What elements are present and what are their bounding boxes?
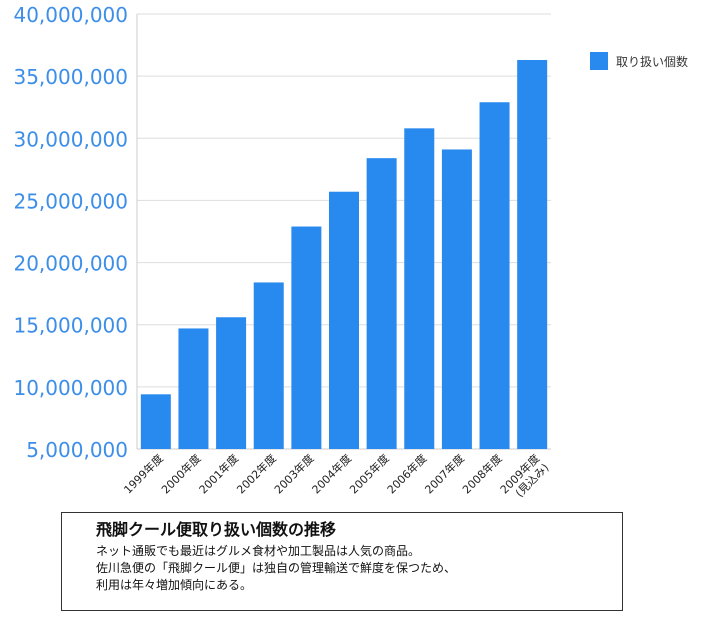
x-tick-label: 2005年度 <box>347 451 392 496</box>
bar <box>291 226 322 449</box>
bar <box>140 394 171 449</box>
x-tick-label: 2008年度 <box>459 451 504 496</box>
bar <box>441 149 472 449</box>
caption-line: ネット通販でも最近はグルメ食材や加工製品は人気の商品。 <box>96 544 421 558</box>
y-tick-label: 25,000,000 <box>13 189 128 213</box>
x-tick-label: 2002年度 <box>234 451 279 496</box>
legend-swatch <box>590 52 608 70</box>
bar <box>479 102 510 449</box>
y-tick-label: 10,000,000 <box>13 376 128 400</box>
y-tick-label: 30,000,000 <box>13 127 128 151</box>
x-tick-label: 2006年度 <box>384 451 429 496</box>
x-tick-label: 2009年度(見込み) <box>497 451 551 505</box>
legend: 取り扱い個数 <box>590 52 688 70</box>
y-tick-label: 40,000,000 <box>13 3 128 27</box>
y-tick-label: 15,000,000 <box>13 314 128 338</box>
bar-chart: 5,000,000 10,000,000 15,000,000 20,000,000 2… <box>13 3 551 505</box>
x-tick-label: 2000年度 <box>158 451 203 496</box>
caption-title: 飛脚クール便取り扱い個数の推移 <box>96 520 337 539</box>
legend-label: 取り扱い個数 <box>616 54 689 69</box>
bar <box>517 59 548 449</box>
bar <box>404 128 435 450</box>
x-tick-label: 2001年度 <box>196 451 241 496</box>
caption-line: 利用は年々増加傾向にある。 <box>96 578 253 592</box>
caption-box: 飛脚クール便取り扱い個数の推移 ネット通販でも最近はグルメ食材や加工製品は人気の… <box>61 512 623 611</box>
y-tick-label: 20,000,000 <box>13 252 128 276</box>
x-tick-label: 2004年度 <box>309 451 354 496</box>
bar <box>216 317 247 449</box>
bar <box>253 282 284 449</box>
y-tick-label: 5,000,000 <box>26 438 128 462</box>
y-tick-label: 35,000,000 <box>13 65 128 89</box>
bar <box>329 191 359 449</box>
bar <box>366 158 397 449</box>
x-tick-label: 2007年度 <box>422 451 467 496</box>
x-tick-label: 2003年度 <box>271 451 316 496</box>
caption-line: 佐川急便の「飛脚クール便」は独自の管理輸送で鮮度を保つため、 <box>96 561 457 575</box>
bar <box>178 328 209 449</box>
